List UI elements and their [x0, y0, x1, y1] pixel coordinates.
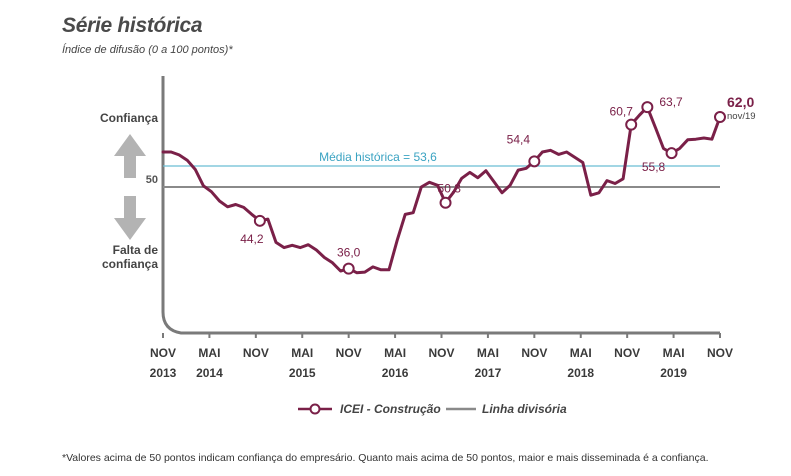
x-tick-month: NOV: [150, 346, 176, 360]
x-ticks: [162, 333, 721, 338]
legend-series-marker: [309, 403, 321, 415]
up-arrow-icon: [114, 134, 146, 178]
last-date-label: nov/19: [727, 111, 756, 122]
data-point-marker: [625, 118, 638, 131]
x-tick-month: MAI: [570, 346, 592, 360]
data-point-marker: [665, 147, 678, 160]
x-tick-year: 2018: [567, 366, 594, 380]
data-point-marker: [439, 196, 452, 209]
x-tick-month: MAI: [663, 346, 685, 360]
data-point-label: 44,2: [240, 232, 264, 246]
data-point-marker: [641, 101, 654, 114]
x-axis-labels: NOV 2013 MAI 2014 NOV MAI 2015 NOV MAI 2016 NOV MAI…: [150, 346, 733, 380]
x-tick-month: NOV: [428, 346, 454, 360]
data-point-label: 60,7: [610, 105, 634, 119]
footnote: *Valores acima de 50 pontos indicam conf…: [62, 452, 709, 464]
confianca-label: Confiança: [100, 111, 158, 125]
x-tick-month: MAI: [291, 346, 313, 360]
falta-confianca-label-2: confiança: [102, 257, 158, 271]
x-tick-month: NOV: [243, 346, 269, 360]
x-tick-year: 2016: [382, 366, 409, 380]
falta-confianca-label-1: Falta de: [113, 243, 159, 257]
x-tick-month: NOV: [614, 346, 640, 360]
x-tick-month: MAI: [384, 346, 406, 360]
x-tick-month: MAI: [198, 346, 220, 360]
series-markers: 44,2 36,0 50,3 54,4 60,7 63,7 55,8: [240, 95, 726, 275]
legend-series-label: ICEI - Construção: [340, 402, 441, 416]
legend: ICEI - Construção Linha divisória: [298, 402, 567, 416]
x-tick-month: NOV: [521, 346, 547, 360]
x-tick-year: 2013: [150, 366, 177, 380]
data-point-label: 55,8: [642, 160, 666, 174]
x-tick-month: NOV: [336, 346, 362, 360]
chart-subtitle: Índice de difusão (0 a 100 pontos)*: [62, 44, 233, 56]
last-value-label: 62,0: [727, 94, 754, 110]
axis-frame: [161, 76, 720, 335]
x-tick-year: 2015: [289, 366, 316, 380]
fifty-label: 50: [146, 174, 158, 186]
data-point-marker: [342, 262, 355, 275]
data-point-marker: [714, 111, 726, 124]
data-point-label: 36,0: [337, 246, 361, 260]
x-tick-month: NOV: [707, 346, 733, 360]
legend-divider-label: Linha divisória: [482, 402, 567, 416]
data-point-label: 50,3: [438, 182, 462, 196]
data-point-label: 63,7: [659, 95, 683, 109]
x-tick-year: 2014: [196, 366, 223, 380]
chart-title: Série histórica: [62, 14, 203, 37]
average-label: Média histórica = 53,6: [319, 150, 437, 164]
data-point-label: 54,4: [507, 132, 531, 146]
data-point-marker: [253, 214, 266, 227]
x-tick-year: 2017: [475, 366, 502, 380]
down-arrow-icon: [114, 196, 146, 240]
x-tick-month: MAI: [477, 346, 499, 360]
x-tick-year: 2019: [660, 366, 687, 380]
data-point-marker: [528, 155, 541, 168]
